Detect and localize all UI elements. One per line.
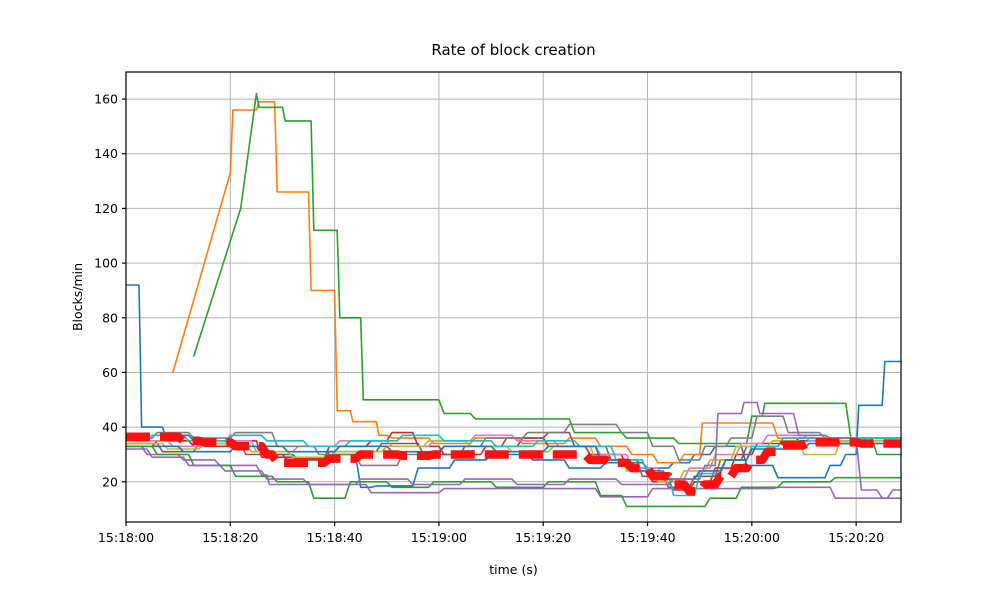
series-line-node-13 <box>125 401 902 500</box>
x-tick-label: 15:18:20 <box>202 530 258 545</box>
x-tick-label: 15:18:40 <box>307 530 363 545</box>
y-tick-label: 60 <box>102 365 118 380</box>
series-line-node-3 <box>193 92 902 456</box>
series-line-node-11 <box>125 442 902 480</box>
series-line-node-5 <box>125 445 902 500</box>
series-line-node-1 <box>125 284 902 489</box>
y-tick-label: 160 <box>94 92 118 107</box>
series-line-node-12 <box>125 445 902 508</box>
x-tick-label: 15:18:00 <box>98 530 154 545</box>
y-tick-label: 80 <box>102 310 118 325</box>
y-axis-label: Blocks/min <box>70 262 85 332</box>
series-line-node-10 <box>125 434 902 497</box>
y-tick-label: 40 <box>102 420 118 435</box>
x-axis-label: time (s) <box>489 562 538 577</box>
plot-border <box>125 71 902 523</box>
y-tick-label: 120 <box>94 201 118 216</box>
y-tick-label: 100 <box>94 256 118 271</box>
x-tick-label: 15:19:20 <box>515 530 571 545</box>
x-tick-label: 15:20:20 <box>828 530 884 545</box>
series-line-node-6 <box>125 431 902 489</box>
x-tick-label: 15:20:00 <box>724 530 780 545</box>
y-tick-label: 140 <box>94 146 118 161</box>
series-line-node-2 <box>172 101 902 464</box>
overlay-line-aggregate-rate <box>126 432 901 496</box>
y-tick-label: 20 <box>102 474 118 489</box>
chart-title: Rate of block creation <box>431 41 596 59</box>
x-tick-label: 15:19:00 <box>411 530 467 545</box>
x-tick-label: 15:19:40 <box>619 530 675 545</box>
series-line-node-8 <box>125 415 902 467</box>
